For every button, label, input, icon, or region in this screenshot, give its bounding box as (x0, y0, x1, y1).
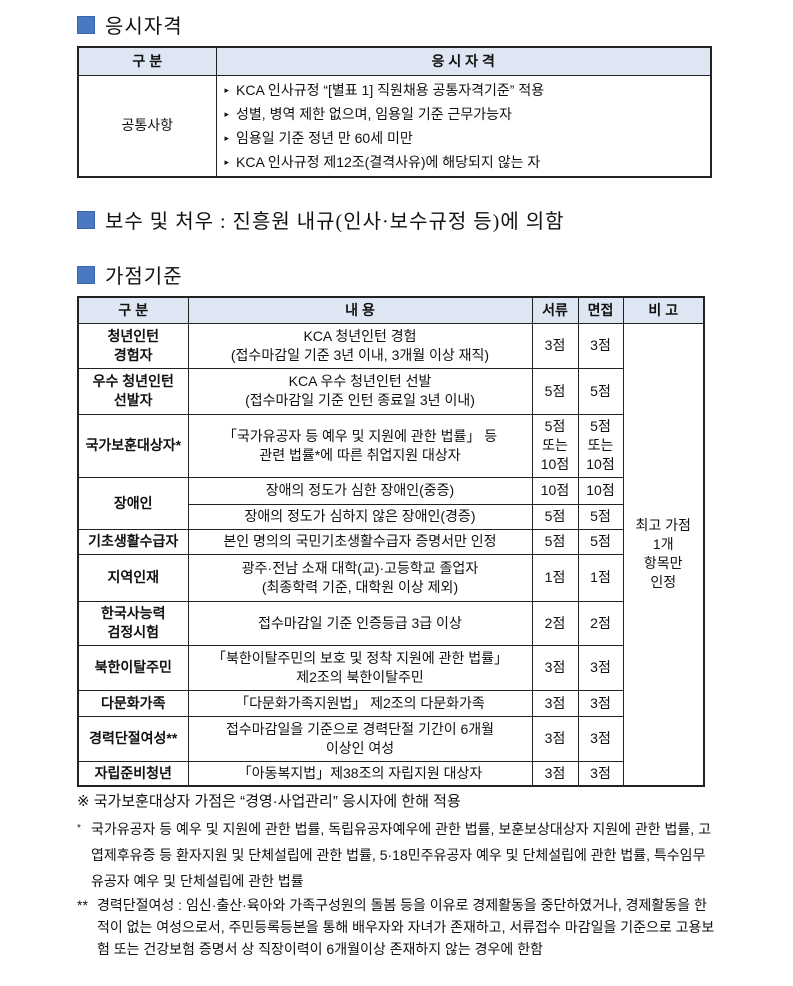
row-category: 자립준비청년 (77, 760, 189, 787)
list-item: KCA 인사규정 “[별표 1] 직원채용 공통자격기준” 적용 (225, 78, 703, 102)
header-document: 서류 (531, 296, 579, 324)
bonus-table: 구 분 내 용 서류 면접 비 고 청년인턴 경험자 KCA 청년인턴 경험 (접… (77, 296, 705, 787)
note-veterans: ※ 국가보훈대상자 가점은 “경영·사업관리” 응시자에 한해 적용 (77, 793, 461, 810)
qualification-list: KCA 인사규정 “[별표 1] 직원채용 공통자격기준” 적용 성별, 병역 … (217, 76, 711, 176)
row-category: 우수 청년인턴 선발자 (77, 367, 189, 415)
row-content: 「북한이탈주민의 보호 및 정착 지원에 관한 법률」 제2조의 북한이탈주민 (187, 644, 533, 691)
row-document-points: 2점 (531, 600, 579, 646)
table-row: 장애인 장애의 정도가 심한 장애인(중증) 10점 10점 (77, 476, 704, 530)
table-row: 장애의 정도가 심하지 않은 장애인(경증) 5점 5점 (78, 503, 704, 530)
note-marker: ** (77, 897, 88, 913)
row-content: 본인 명의의 국민기초생활수급자 증명서만 인정 (187, 528, 533, 555)
table-row: 다문화가족 「다문화가족지원법」 제2조의 다문화가족 3점 3점 (77, 689, 704, 717)
note-text: 경력단절여성 : 임신·출산·육아와 가족구성원의 돌봄 등을 이유로 경제활동… (97, 897, 715, 957)
row-content: KCA 우수 청년인턴 선발 (접수마감일 기준 인턴 종료일 3년 이내) (187, 367, 533, 415)
square-bullet-icon (77, 210, 95, 229)
list-item: 임용일 기준 정년 만 60세 미만 (225, 126, 703, 150)
row-interview-points: 2점 (577, 600, 624, 646)
row-content: 장애의 정도가 심한 장애인(중증) (187, 476, 533, 505)
row-category: 기초생활수급자 (77, 528, 189, 555)
row-interview-points: 3점 (577, 644, 624, 691)
row-interview-points: 1점 (577, 553, 624, 602)
row-document-points: 10점 (531, 476, 579, 505)
table-row: 국가보훈대상자* 「국가유공자 등 예우 및 지원에 관한 법률」 등 관련 법률… (77, 413, 704, 478)
row-document-points: 3점 (531, 644, 579, 691)
row-category: 경력단절여성** (77, 715, 189, 762)
row-document-points: 3점 (531, 322, 579, 369)
row-content: 광주·전남 소재 대학(교)·고등학교 졸업자 (최종학력 기준, 대학원 이상… (187, 553, 533, 602)
row-document-points: 5점 (531, 528, 579, 555)
row-interview-points: 3점 (577, 322, 624, 369)
square-bullet-icon (77, 265, 95, 284)
table-row: 자립준비청년 「아동복지법」제38조의 자립지원 대상자 3점 3점 (77, 760, 704, 787)
row-content: 장애의 정도가 심하지 않은 장애인(경증) (187, 503, 533, 530)
list-item: 성별, 병역 제한 없으며, 임용일 기준 근무가능자 (225, 102, 703, 126)
header-interview: 면접 (577, 296, 624, 324)
row-interview-points: 5점 (577, 503, 624, 530)
table-row: 지역인재 광주·전남 소재 대학(교)·고등학교 졸업자 (최종학력 기준, 대학… (77, 553, 704, 602)
header-content: 내 용 (187, 296, 533, 324)
section-title: 가점기준 (105, 266, 183, 288)
row-category: 다문화가족 (77, 689, 189, 717)
row-interview-points: 3점 (577, 689, 624, 717)
row-category: 장애인 (77, 476, 189, 530)
header-remark: 비 고 (622, 296, 705, 324)
row-interview-points: 10점 (577, 476, 624, 505)
row-document-points: 5점 (531, 503, 579, 530)
row-interview-points: 3점 (577, 760, 624, 787)
row-content: 「아동복지법」제38조의 자립지원 대상자 (187, 760, 533, 787)
row-category: 지역인재 (77, 553, 189, 602)
table-row: 청년인턴 경험자 KCA 청년인턴 경험 (접수마감일 기준 3년 이내, 3개월… (77, 322, 705, 787)
header-qualification: 응 시 자 격 (215, 46, 712, 76)
row-document-points: 3점 (531, 689, 579, 717)
table-row: 한국사능력 검정시험 접수마감일 기준 인증등급 3급 이상 2점 2점 (77, 600, 704, 646)
row-content: 접수마감일을 기준으로 경력단절 기간이 6개월 이상인 여성 (187, 715, 533, 762)
row-document-points: 1점 (531, 553, 579, 602)
row-content: 접수마감일 기준 인증등급 3급 이상 (187, 600, 533, 646)
section-heading-qualification: 응시자격 (77, 10, 183, 39)
header-category: 구 분 (77, 296, 189, 324)
row-interview-points: 5점 (577, 528, 624, 555)
table-row: 기초생활수급자 본인 명의의 국민기초생활수급자 증명서만 인정 5점 5점 (77, 528, 704, 555)
row-category: 청년인턴 경험자 (77, 322, 189, 369)
square-bullet-icon (77, 15, 95, 34)
table-row: 우수 청년인턴 선발자 KCA 우수 청년인턴 선발 (접수마감일 기준 인턴 종… (77, 367, 704, 415)
note-veterans-laws: * 국가유공자 등 예우 및 지원에 관한 법률, 독립유공자예우에 관한 법률… (77, 816, 717, 894)
header-category: 구 분 (77, 46, 217, 76)
row-document-points: 5점 (531, 367, 579, 415)
row-interview-points: 3점 (577, 715, 624, 762)
row-content: KCA 청년인턴 경험 (접수마감일 기준 3년 이내, 3개월 이상 재직) (187, 322, 533, 369)
section-title: 보수 및 처우 : 진흥원 내규(인사·보수규정 등)에 의함 (105, 211, 565, 233)
row-content: 「국가유공자 등 예우 및 지원에 관한 법률」 등 관련 법률*에 따른 취업… (187, 413, 533, 478)
qualification-table: 구 분 응 시 자 격 공통사항 KCA 인사규정 “[별표 1] 직원채용 공… (77, 46, 712, 178)
row-content: 「다문화가족지원법」 제2조의 다문화가족 (187, 689, 533, 717)
section-heading-bonus: 가점기준 (77, 260, 183, 289)
row-category: 국가보훈대상자* (77, 413, 189, 478)
row-label: 공통사항 (77, 74, 217, 178)
note-text: 국가유공자 등 예우 및 지원에 관한 법률, 독립유공자예우에 관한 법률, … (91, 821, 711, 889)
row-interview-points: 5점 (577, 367, 624, 415)
row-document-points: 5점 또는 10점 (531, 413, 579, 478)
section-heading-pay: 보수 및 처우 : 진흥원 내규(인사·보수규정 등)에 의함 (77, 205, 565, 234)
list-item: KCA 인사규정 제12조(결격사유)에 해당되지 않는 자 (225, 150, 703, 174)
table-row: 경력단절여성** 접수마감일을 기준으로 경력단절 기간이 6개월 이상인 여성 3… (77, 715, 704, 762)
row-category: 북한이탈주민 (77, 644, 189, 691)
row-document-points: 3점 (531, 760, 579, 787)
row-interview-points: 5점 또는 10점 (577, 413, 624, 478)
row-category: 한국사능력 검정시험 (77, 600, 189, 646)
row-document-points: 3점 (531, 715, 579, 762)
row-remark: 최고 가점 1개 항목만 인정 (622, 322, 705, 787)
section-title: 응시자격 (105, 16, 183, 38)
note-career-break: ** 경력단절여성 : 임신·출산·육아와 가족구성원의 돌봄 등을 이유로 경… (77, 894, 717, 960)
table-row: 북한이탈주민 「북한이탈주민의 보호 및 정착 지원에 관한 법률」 제2조의 북… (77, 644, 704, 691)
note-marker: * (77, 823, 81, 834)
